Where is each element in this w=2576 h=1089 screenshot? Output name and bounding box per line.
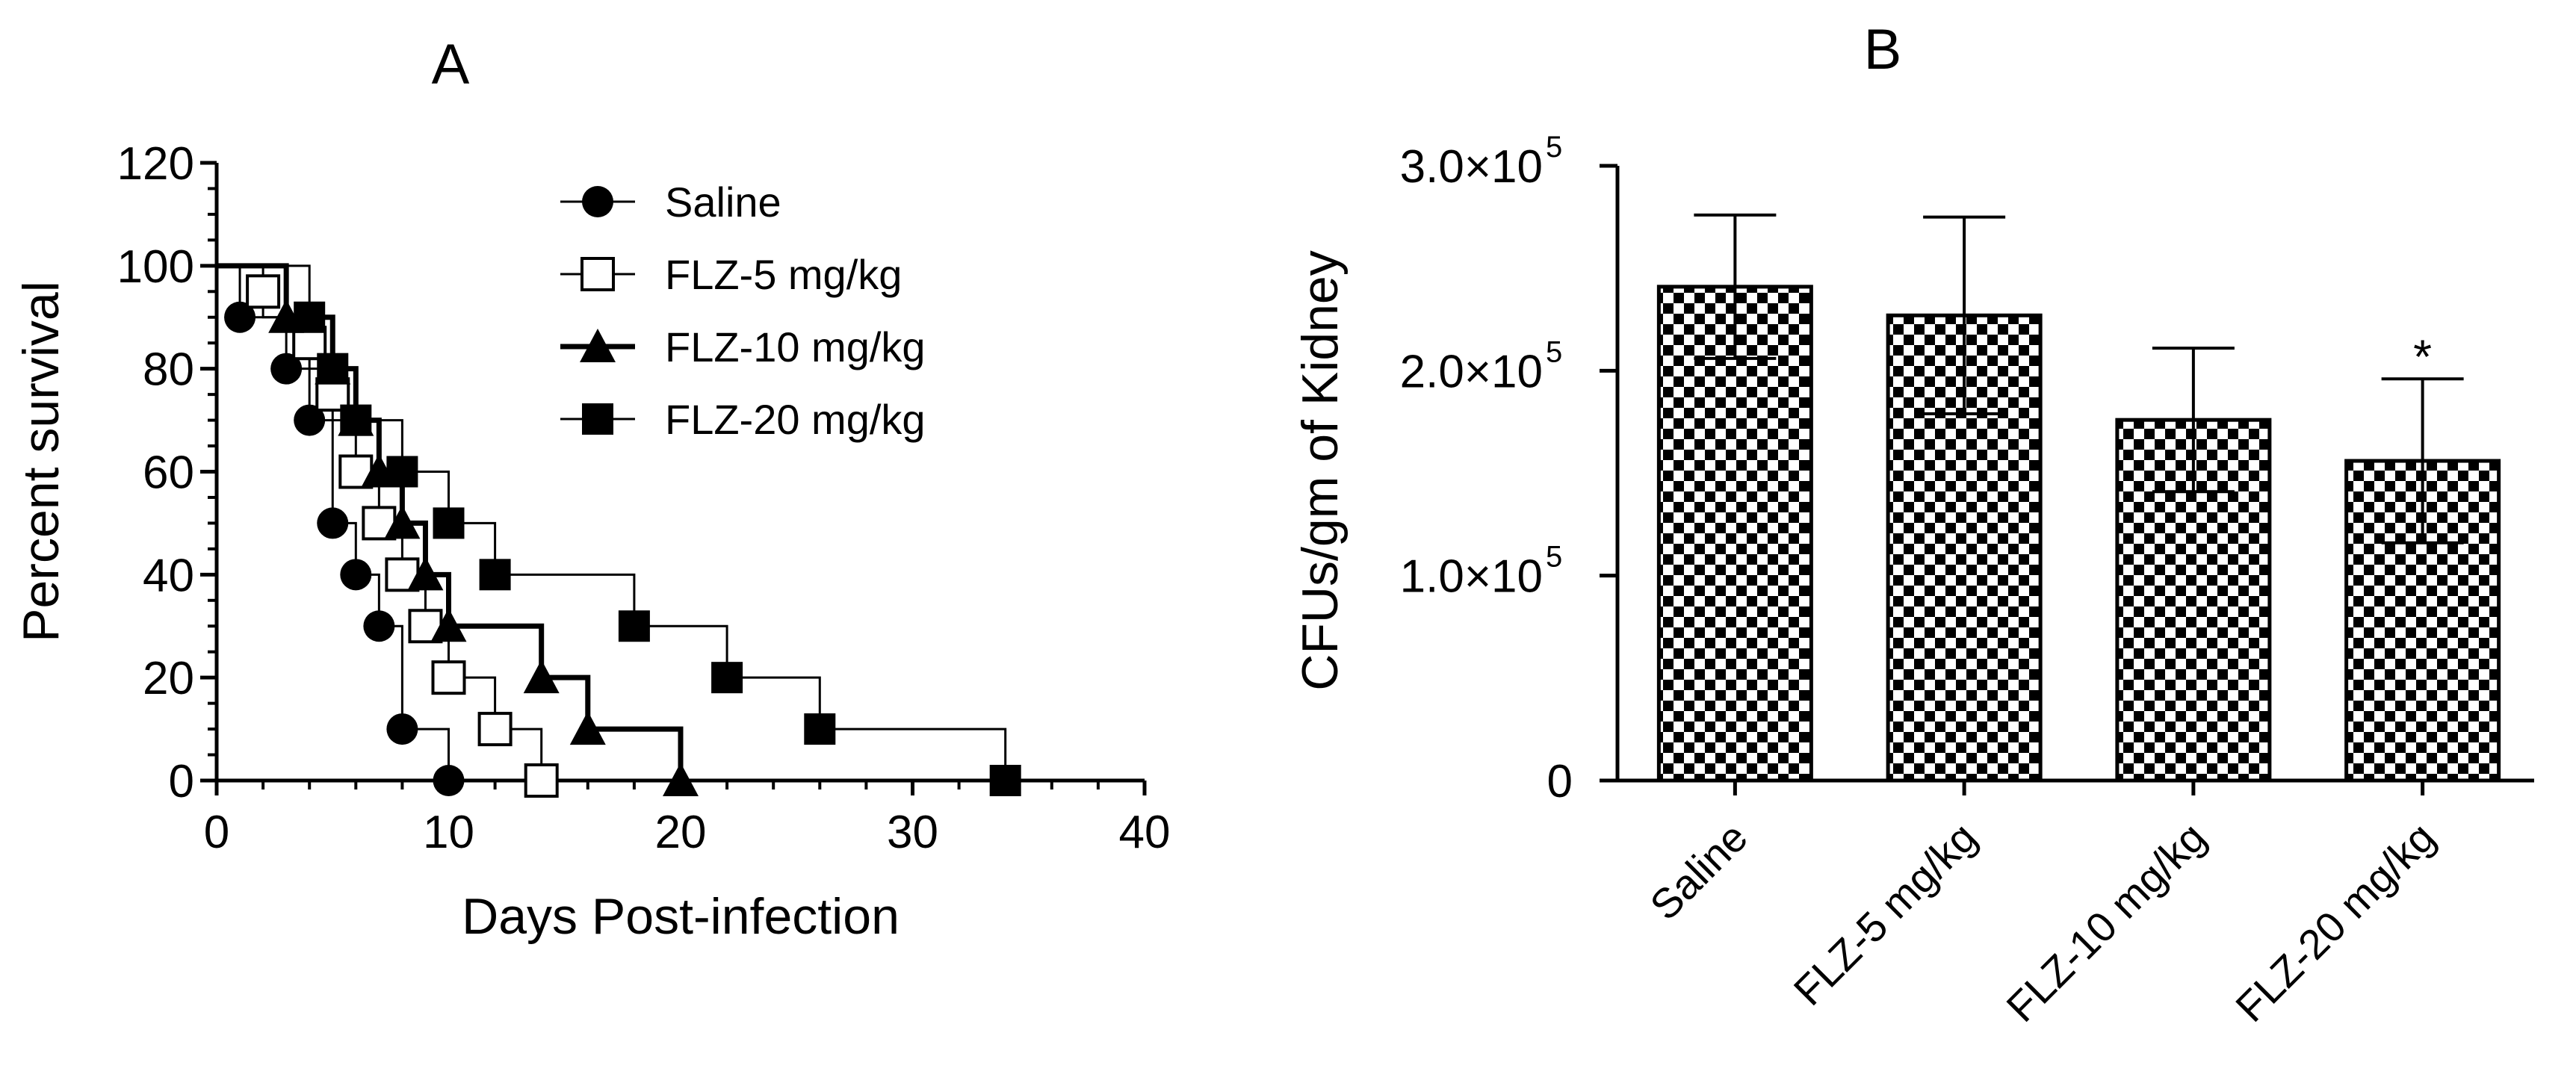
- panel-b-y-tick-label: 2.0×10: [1400, 346, 1543, 397]
- panel-a-y-tick-label: 120: [117, 138, 194, 190]
- panel-b-y-tick-label: 1.0×10: [1400, 551, 1543, 603]
- legend-label-flz-5-mg-kg: FLZ-5 mg/kg: [665, 251, 902, 298]
- series-point-saline: [270, 353, 303, 385]
- series-point-saline: [224, 301, 256, 333]
- panel-b-y-tick-label: 3.0×10: [1400, 141, 1543, 193]
- legend-marker-flz-20-mg-kg: [582, 403, 613, 435]
- panel-b-y-axis-title: CFUs/gm of Kidney: [1292, 250, 1349, 691]
- series-point-flz-20-mg-kg: [804, 713, 836, 745]
- panel-a-axes: 0 20 40 60 80 100 120 0 10 20 30 40: [117, 138, 1171, 858]
- series-point-flz-20-mg-kg: [711, 662, 743, 694]
- series-point-flz-20-mg-kg: [294, 301, 326, 333]
- panel-b-y-tick-label: 0: [1547, 756, 1573, 807]
- panel-a-survival-chart: A 0 20 40 60 80 100 120 0 10 20 30 40 Saline FLZ-5 m…: [13, 33, 1170, 945]
- series-point-saline: [363, 610, 395, 642]
- series-point-flz-10-mg-kg: [663, 763, 699, 796]
- panel-a-x-axis-title: Days Post-infection: [462, 888, 900, 945]
- series-point-flz-10-mg-kg: [430, 608, 467, 642]
- panel-a-x-tick-label: 30: [887, 807, 938, 858]
- panel-a-y-tick-label: 20: [143, 653, 194, 704]
- panel-a-x-tick-label: 40: [1119, 807, 1171, 858]
- series-point-flz-5-mg-kg: [477, 712, 513, 747]
- category-label-saline: Saline: [1641, 813, 1756, 929]
- category-label-flz-20-mg-kg: FLZ-20 mg/kg: [2226, 813, 2444, 1031]
- series-point-flz-20-mg-kg: [317, 353, 349, 385]
- series-point-flz-20-mg-kg: [433, 507, 465, 539]
- series-point-flz-5-mg-kg: [524, 763, 559, 798]
- series-point-saline: [340, 559, 372, 591]
- series-point-flz-5-mg-kg: [246, 274, 281, 309]
- panel-a-title: A: [432, 33, 470, 96]
- legend-marker-saline: [582, 186, 613, 217]
- series-point-flz-20-mg-kg: [989, 765, 1021, 796]
- series-point-flz-20-mg-kg: [340, 404, 372, 436]
- series-point-flz-10-mg-kg: [523, 660, 560, 694]
- panel-b-y-tick-exponent: 5: [1546, 131, 1562, 164]
- bar-saline: [1656, 285, 1813, 783]
- panel-b-y-tick-exponent: 5: [1546, 541, 1562, 574]
- category-label-flz-5-mg-kg: FLZ-5 mg/kg: [1785, 813, 1986, 1014]
- series-point-flz-10-mg-kg: [407, 556, 444, 591]
- panel-a-series: [217, 263, 1021, 798]
- series-point-flz-10-mg-kg: [569, 711, 606, 745]
- series-point-flz-20-mg-kg: [618, 610, 650, 642]
- panel-a-x-tick-label: 20: [655, 807, 707, 858]
- panel-a-y-tick-label: 40: [143, 550, 194, 601]
- series-point-saline: [294, 404, 326, 436]
- legend-label-flz-10-mg-kg: FLZ-10 mg/kg: [665, 323, 926, 370]
- panel-b-bars: *: [1656, 213, 2501, 783]
- series-point-flz-20-mg-kg: [479, 559, 511, 591]
- panel-a-legend: Saline FLZ-5 mg/kg FLZ-10 mg/kg FLZ-20 mg/k…: [560, 179, 926, 443]
- legend-marker-flz-5-mg-kg: [580, 257, 615, 291]
- legend-marker-flz-10-mg-kg: [580, 329, 616, 362]
- panel-a-y-tick-label: 80: [143, 344, 194, 396]
- category-label-flz-10-mg-kg: FLZ-10 mg/kg: [1997, 813, 2214, 1031]
- series-point-flz-20-mg-kg: [386, 456, 418, 488]
- panel-a-y-tick-label: 0: [169, 756, 194, 807]
- significance-star: *: [2413, 329, 2432, 383]
- series-point-saline: [386, 713, 418, 745]
- panel-a-x-tick-label: 0: [204, 807, 229, 858]
- series-point-flz-5-mg-kg: [362, 506, 397, 541]
- panel-a-x-tick-label: 10: [423, 807, 474, 858]
- series-point-saline: [317, 507, 349, 539]
- series-point-saline: [433, 765, 465, 796]
- series-point-flz-5-mg-kg: [431, 660, 466, 695]
- series-point-flz-10-mg-kg: [384, 505, 421, 539]
- panel-a-y-tick-label: 60: [143, 447, 194, 499]
- legend-label-flz-20-mg-kg: FLZ-20 mg/kg: [665, 396, 926, 443]
- panel-b-y-tick-exponent: 5: [1546, 335, 1562, 368]
- panel-a-y-tick-label: 100: [117, 241, 194, 293]
- legend-label-saline: Saline: [665, 179, 781, 226]
- panel-a-y-axis-title: Percent survival: [13, 281, 69, 642]
- panel-b-title: B: [1864, 18, 1902, 81]
